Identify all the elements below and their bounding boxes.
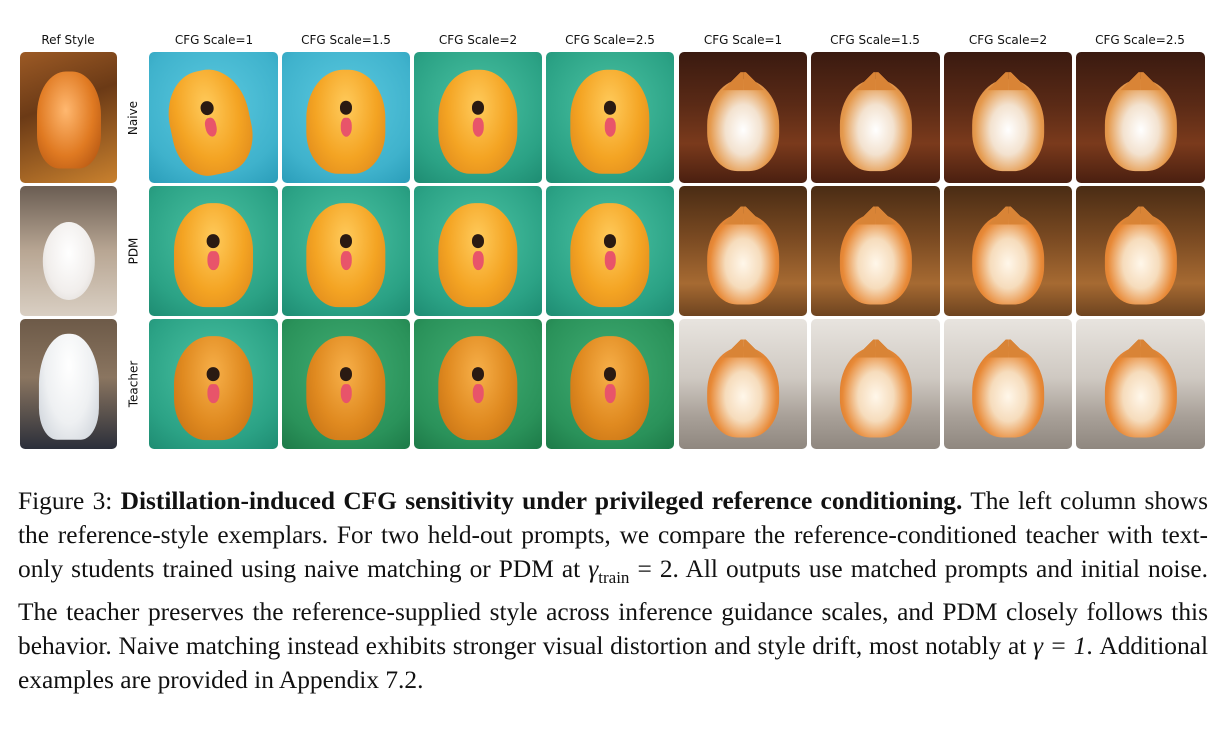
row-label-naive: Naive bbox=[126, 100, 140, 135]
caption-text-a: The left column shows the reference-styl… bbox=[18, 487, 1208, 583]
caption-text-b: = 2. All outputs use matched prompts and… bbox=[18, 555, 1208, 661]
naive-cat-cfg-2.5 bbox=[1076, 52, 1205, 183]
pdm-dog-cfg-1 bbox=[149, 186, 278, 316]
teacher-cat-cfg-2.5 bbox=[1076, 319, 1205, 449]
col-header-dog-cfg-1.5: CFG Scale=1.5 bbox=[301, 33, 391, 47]
pdm-cat-cfg-1 bbox=[679, 186, 807, 316]
pdm-cat-cfg-1.5 bbox=[811, 186, 940, 316]
ref-style-image-amber-dog bbox=[20, 52, 117, 183]
pdm-cat-cfg-2 bbox=[944, 186, 1072, 316]
naive-dog-cfg-1.5 bbox=[282, 52, 410, 183]
col-header-cat-cfg-1: CFG Scale=1 bbox=[703, 33, 783, 47]
gamma-equals-one: γ = 1 bbox=[1033, 632, 1087, 661]
row-label-teacher: Teacher bbox=[126, 360, 141, 408]
naive-cat-cfg-1 bbox=[679, 52, 807, 183]
naive-cat-cfg-1.5 bbox=[811, 52, 940, 183]
teacher-cat-cfg-1 bbox=[679, 319, 807, 449]
row-label-pdm: PDM bbox=[126, 237, 140, 265]
ref-style-header: Ref Style bbox=[41, 33, 95, 47]
caption-text-c: . Additional examples are provided in Ap… bbox=[18, 632, 1209, 695]
pdm-dog-cfg-1.5 bbox=[282, 186, 410, 316]
pdm-cat-cfg-2.5 bbox=[1076, 186, 1205, 316]
gamma-train-symbol: γtrain bbox=[588, 555, 630, 588]
ref-style-image-white-dog bbox=[20, 186, 117, 316]
caption-label: Figure 3: bbox=[18, 487, 113, 515]
ref-style-image-poodle bbox=[20, 319, 117, 449]
naive-dog-cfg-2.5 bbox=[546, 52, 674, 183]
teacher-cat-cfg-1.5 bbox=[811, 319, 940, 449]
col-header-cat-cfg-2: CFG Scale=2 bbox=[968, 33, 1048, 47]
figure-caption: Figure 3: Distillation-induced CFG sensi… bbox=[18, 484, 1208, 697]
col-header-dog-cfg-2.5: CFG Scale=2.5 bbox=[565, 33, 655, 47]
caption-title: Distillation-induced CFG sensitivity und… bbox=[120, 487, 963, 515]
naive-dog-cfg-1 bbox=[149, 52, 278, 183]
col-header-cat-cfg-2.5: CFG Scale=2.5 bbox=[1095, 33, 1185, 47]
pdm-dog-cfg-2.5 bbox=[546, 186, 674, 316]
teacher-cat-cfg-2 bbox=[944, 319, 1072, 449]
teacher-dog-cfg-1.5 bbox=[282, 319, 410, 449]
col-header-cat-cfg-1.5: CFG Scale=1.5 bbox=[830, 33, 920, 47]
naive-cat-cfg-2 bbox=[944, 52, 1072, 183]
col-header-dog-cfg-1: CFG Scale=1 bbox=[174, 33, 254, 47]
naive-dog-cfg-2 bbox=[414, 52, 542, 183]
teacher-dog-cfg-2.5 bbox=[546, 319, 674, 449]
col-header-dog-cfg-2: CFG Scale=2 bbox=[438, 33, 518, 47]
teacher-dog-cfg-2 bbox=[414, 319, 542, 449]
pdm-dog-cfg-2 bbox=[414, 186, 542, 316]
teacher-dog-cfg-1 bbox=[149, 319, 278, 449]
